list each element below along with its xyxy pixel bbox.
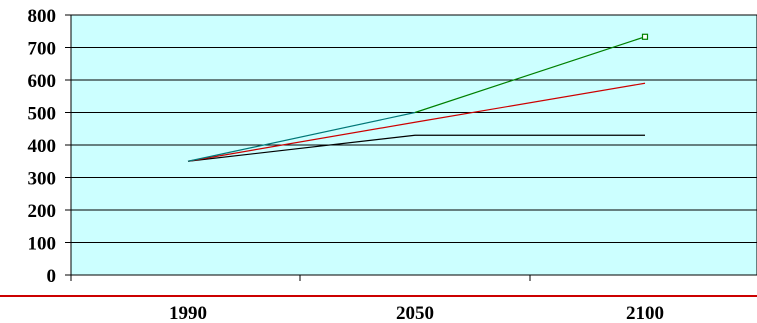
y-tick-labels: 0 100 200 300 400 500 600 700 800 — [28, 6, 71, 287]
series-marker-4 — [641, 33, 649, 40]
y-tick-label: 400 — [28, 136, 57, 157]
series-line-4 — [414, 36, 646, 114]
x-tick-label: 2050 — [396, 303, 434, 323]
series-line-1 — [187, 134, 645, 162]
y-tick-label: 800 — [28, 6, 57, 27]
x-tick-labels: 1990 2050 2100 — [169, 303, 664, 323]
y-tick-label: 700 — [28, 39, 57, 60]
y-tick-label: 0 — [47, 266, 57, 287]
series-line-2 — [187, 82, 646, 162]
y-tick-label: 100 — [28, 234, 57, 255]
y-tick-label: 500 — [28, 104, 57, 125]
series-line-3 — [187, 111, 416, 162]
x-tick-label: 1990 — [169, 303, 207, 323]
series-group — [187, 33, 649, 162]
y-tick-label: 300 — [28, 169, 57, 190]
y-tick-label: 600 — [28, 71, 57, 92]
x-tick-label: 2100 — [626, 303, 664, 323]
y-tick-label: 200 — [28, 201, 57, 222]
